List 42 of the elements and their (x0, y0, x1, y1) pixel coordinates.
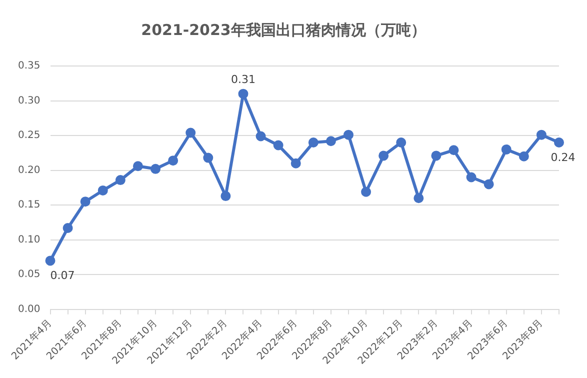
point (238, 88, 248, 99)
y-tick-label: 0.30 (18, 95, 40, 106)
y-tick-label: 0.05 (18, 269, 40, 280)
point (396, 137, 406, 148)
point (115, 175, 126, 186)
data-label: 0.07 (50, 269, 75, 282)
point (273, 140, 284, 150)
point (518, 151, 529, 162)
point (132, 161, 143, 172)
point (501, 144, 512, 154)
point (554, 137, 564, 148)
y-tick-label: 0.25 (18, 130, 40, 142)
point (343, 130, 354, 140)
point (290, 158, 301, 168)
point (326, 136, 336, 146)
point (45, 256, 56, 266)
point (414, 193, 424, 204)
point (203, 152, 214, 163)
data-label: 0.31 (230, 73, 256, 86)
point (448, 145, 459, 156)
point (150, 164, 161, 174)
y-tick-label: 0.15 (18, 200, 40, 211)
point (98, 185, 108, 196)
point (168, 156, 178, 166)
point (466, 172, 476, 182)
point (378, 150, 389, 161)
point (186, 128, 196, 138)
point (220, 191, 231, 202)
y-tick-label: 0.35 (18, 60, 40, 72)
point (431, 150, 442, 161)
point (361, 186, 372, 197)
point (536, 130, 546, 140)
y-tick-label: 0.10 (18, 234, 40, 246)
chart-title: 2021-2023年我国出口猪肉情况（万吨） (141, 20, 426, 39)
point (80, 196, 90, 207)
y-tick-label: 0.20 (18, 164, 40, 176)
point (484, 179, 494, 190)
point (308, 137, 318, 148)
point (256, 131, 266, 142)
data-label: 0.24 (550, 150, 576, 164)
point (62, 223, 73, 234)
y-tick-label: 0.00 (18, 304, 40, 315)
